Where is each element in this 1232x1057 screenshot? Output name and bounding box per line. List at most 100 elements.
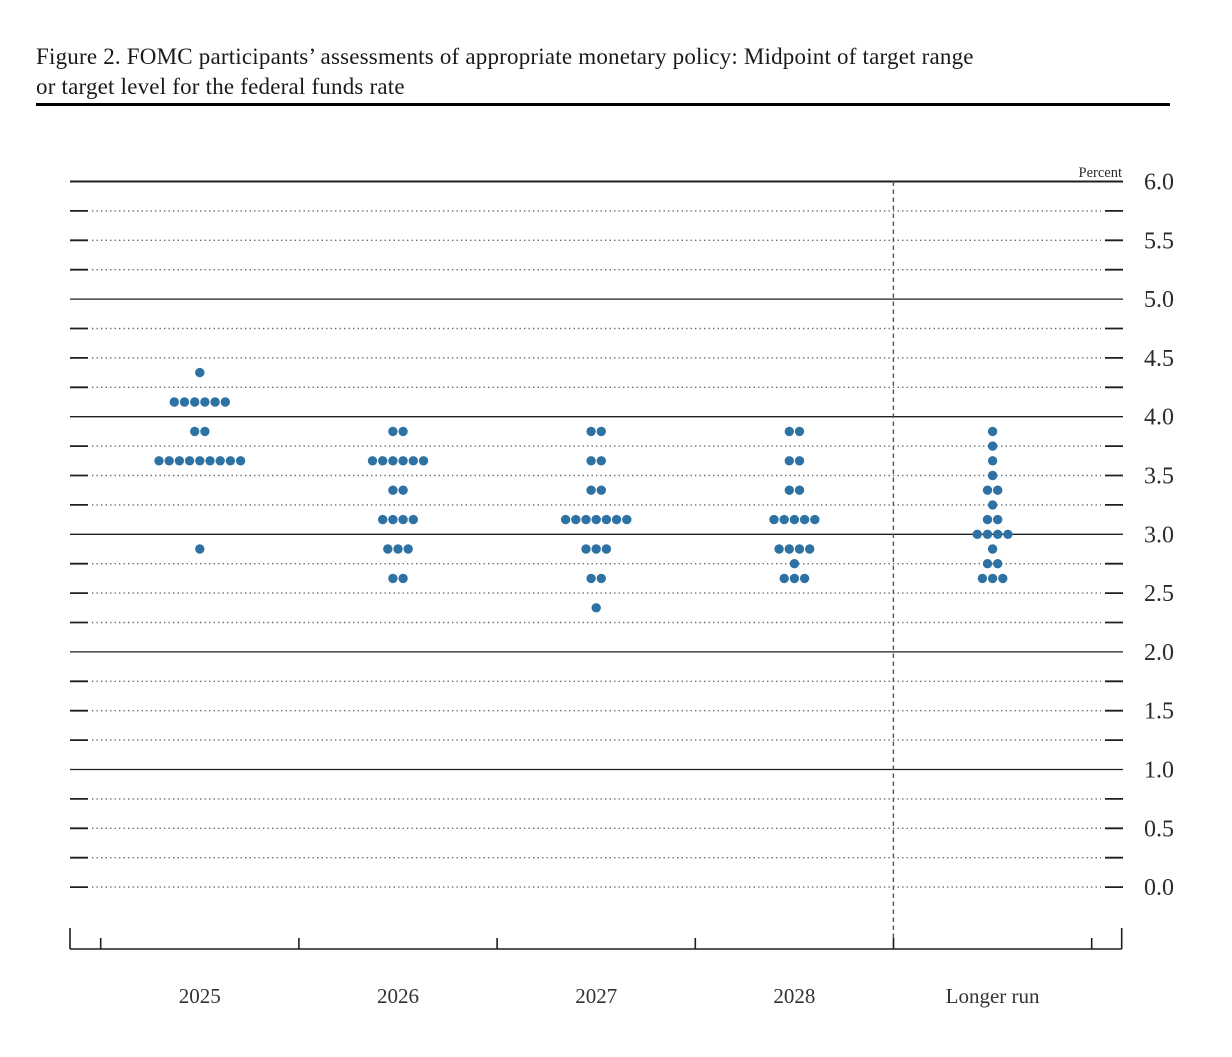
dot-2026-3.125 [388,514,398,525]
dot-2026-3.375 [398,485,408,495]
dot-2028-3.125 [789,514,800,525]
dot-2025-3.625 [235,456,246,466]
dot-2028-3.125 [779,514,789,525]
dot-Longer-run-3.125 [993,514,1003,525]
dot-2026-2.625 [398,573,408,584]
dot-2025-2.875 [195,544,205,554]
dot-2027-2.625 [586,573,596,584]
dot-2026-3.875 [398,426,408,437]
dot-2027-2.875 [591,544,601,554]
dot-2026-2.875 [383,544,393,554]
x-category-label-2028: 2028 [773,984,815,1008]
dot-Longer-run-3.125 [982,514,993,525]
dot-Longer-run-3.5 [987,470,998,481]
dot-Longer-run-2.875 [987,544,998,554]
dot-2028-3.875 [784,426,794,437]
dot-2028-2.625 [799,573,810,584]
dot-2025-3.625 [174,456,185,466]
dot-Longer-run-3.375 [993,485,1003,495]
dot-Longer-run-3 [1003,529,1013,539]
dot-2025-4.125 [179,397,190,407]
dot-2028-3.375 [784,485,794,495]
dot-2026-3.625 [367,456,378,466]
dot-2025-4.375 [195,367,205,378]
y-tick-label-0.5: 0.5 [1144,816,1174,842]
title-divider-rule [36,103,1170,106]
dot-2026-3.875 [388,426,398,437]
figure-title-line2: or target level for the federal funds ra… [36,74,405,99]
y-tick-label-3.0: 3.0 [1144,522,1174,548]
dot-2026-2.625 [388,573,398,584]
dot-2026-3.625 [418,456,429,466]
y-tick-label-3.5: 3.5 [1144,464,1174,490]
dot-2028-3.125 [799,514,810,525]
dot-2025-3.875 [190,426,200,437]
dot-Longer-run-2.75 [993,559,1003,569]
dot-2027-3.875 [586,426,596,437]
dot-2025-4.125 [190,397,200,407]
dot-Longer-run-3.875 [987,426,998,437]
dot-2025-3.625 [184,456,195,466]
dot-2027-3.125 [560,514,571,525]
dot-2025-3.875 [200,426,210,437]
dot-2027-3.125 [581,514,591,525]
dot-2026-3.625 [388,456,398,466]
dot-2028-3.125 [769,514,779,525]
dot-2025-4.125 [220,397,230,407]
dot-2027-3.625 [586,456,596,466]
dot-2027-2.875 [601,544,612,554]
dot-2026-3.125 [408,514,418,525]
x-category-label-Longer-run: Longer run [946,984,1040,1008]
dot-2028-2.875 [774,544,784,554]
y-tick-label-5.5: 5.5 [1144,228,1174,254]
figure-title-line1: Figure 2. FOMC participants’ assessments… [36,44,974,69]
dot-2027-3.125 [571,514,581,525]
dot-2028-3.875 [794,426,805,437]
dot-2028-2.875 [794,544,805,554]
dot-Longer-run-3.375 [982,485,993,495]
dot-2027-3.375 [586,485,596,495]
y-tick-label-6.0: 6.0 [1144,170,1174,196]
dot-2028-3.375 [794,485,805,495]
dot-2026-2.875 [393,544,403,554]
y-axis-unit-label: Percent [1079,165,1122,181]
dot-2025-3.625 [205,456,215,466]
dot-2027-3.125 [622,514,632,525]
dot-2025-3.625 [195,456,205,466]
dot-2028-2.875 [784,544,794,554]
y-tick-label-1.0: 1.0 [1144,758,1174,784]
y-tick-label-2.5: 2.5 [1144,581,1174,607]
dot-2025-3.625 [225,456,236,466]
dot-2025-4.125 [169,397,179,407]
dot-2026-3.125 [378,514,388,525]
x-category-label-2025: 2025 [179,984,221,1008]
dot-2027-2.875 [581,544,591,554]
y-tick-label-0.0: 0.0 [1144,875,1174,901]
y-tick-label-2.0: 2.0 [1144,640,1174,666]
y-tick-label-5.0: 5.0 [1144,287,1174,313]
dot-2026-3.625 [398,456,408,466]
dot-2025-4.125 [200,397,210,407]
dot-Longer-run-3 [982,529,993,539]
dot-2026-3.125 [398,514,408,525]
dot-2026-2.875 [403,544,413,554]
dot-2026-3.375 [388,485,398,495]
x-category-label-2026: 2026 [377,984,419,1008]
dot-2026-3.625 [408,456,418,466]
dot-Longer-run-3.75 [987,441,998,451]
dot-Longer-run-2.625 [987,573,998,584]
dot-2028-3.625 [794,456,805,466]
dot-2028-2.625 [789,573,800,584]
dot-2027-3.125 [601,514,612,525]
dot-2028-3.625 [784,456,794,466]
dot-Longer-run-2.75 [982,559,993,569]
y-tick-label-4.0: 4.0 [1144,405,1174,431]
dot-2025-3.625 [154,456,164,466]
dot-Longer-run-2.625 [998,573,1008,584]
dot-Longer-run-3 [972,529,982,539]
dot-Longer-run-3.25 [987,500,998,510]
y-tick-label-1.5: 1.5 [1144,699,1174,725]
dot-2027-3.875 [596,426,606,437]
